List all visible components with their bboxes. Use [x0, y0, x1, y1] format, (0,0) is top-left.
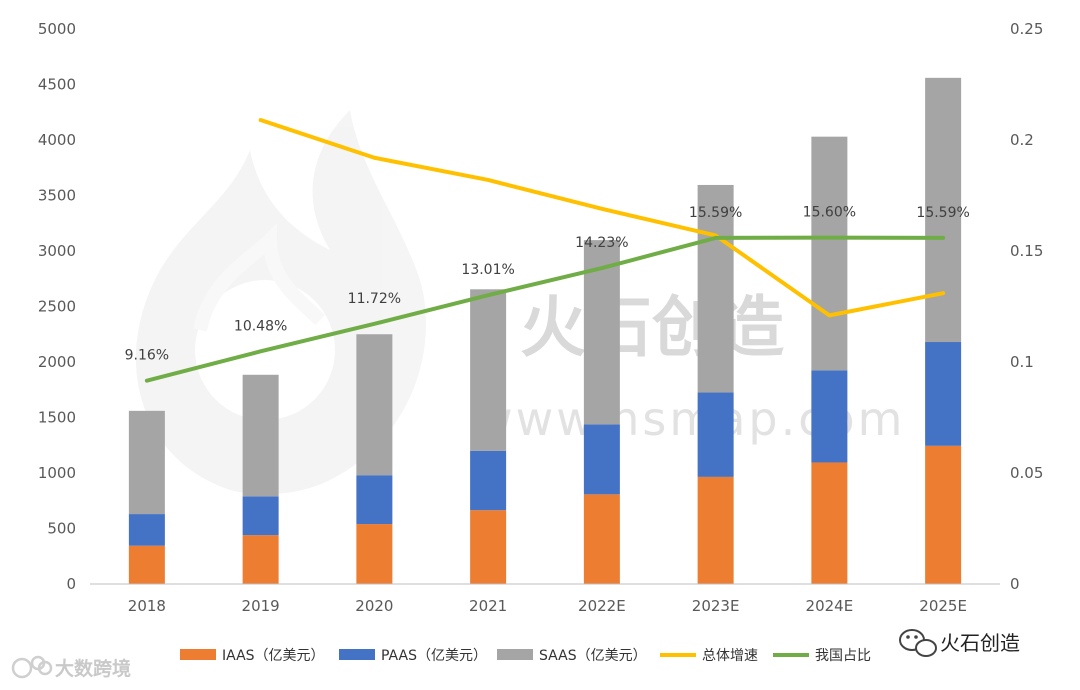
bar-segment: [356, 475, 393, 525]
corner-logo-right-text: 火石创造: [940, 631, 1020, 655]
x-tick-label: 2025E: [919, 597, 967, 615]
y-left-tick-label: 3500: [38, 187, 76, 205]
bar-segment: [242, 496, 279, 536]
data-label: 15.59%: [916, 205, 969, 221]
y-left-tick-label: 1500: [38, 409, 76, 427]
y-right-tick-label: 0.05: [1010, 464, 1043, 482]
bar-segment: [811, 136, 848, 371]
x-tick-label: 2022E: [578, 597, 626, 615]
bar-segment: [128, 410, 165, 515]
series-line: [144, 235, 946, 383]
bar-segment: [242, 535, 279, 584]
legend-label: 我国占比: [815, 648, 871, 664]
y-right-tick-label: 0.15: [1010, 242, 1043, 260]
bar-segment: [925, 445, 962, 584]
wechat-icon: [899, 629, 937, 657]
legend-swatch: [497, 649, 533, 660]
bar-segment: [697, 184, 734, 393]
x-tick-label: 2021: [469, 597, 507, 615]
y-left-tick-label: 500: [47, 520, 76, 538]
bar-segment: [356, 334, 393, 476]
bar-segment: [925, 342, 962, 446]
bar-segment: [697, 392, 734, 477]
x-tick-label: 2020: [355, 597, 393, 615]
corner-logo-right: 火石创造: [899, 629, 1020, 657]
bar-segment: [128, 514, 165, 546]
bar-segment: [583, 424, 620, 495]
legend-label: 总体增速: [702, 648, 758, 664]
legend: IAAS（亿美元） PAAS（亿美元） SAAS（亿美元） 总体增速 我国占比: [180, 648, 871, 664]
data-label: 15.59%: [689, 205, 742, 221]
x-tick-label: 2023E: [692, 597, 740, 615]
data-label: 9.16%: [125, 348, 169, 364]
legend-label: SAAS（亿美元）: [539, 648, 647, 664]
y-left-tick-label: 3000: [38, 242, 76, 260]
data-label: 13.01%: [461, 262, 514, 278]
bar-segment: [470, 289, 507, 451]
y-left-tick-label: 0: [66, 575, 76, 593]
y-left-tick-label: 2000: [38, 353, 76, 371]
bar-segment: [470, 450, 507, 511]
corner-logo-left: 大数跨境: [11, 655, 131, 680]
bar-segment: [470, 510, 507, 584]
y-left-tick-label: 4500: [38, 76, 76, 94]
data-label: 14.23%: [575, 235, 628, 251]
bar-segment: [356, 524, 393, 584]
lines-layer: [144, 118, 946, 383]
bar-segment: [811, 462, 848, 584]
legend-label: PAAS（亿美元）: [381, 648, 487, 664]
y-right-tick-label: 0.25: [1010, 20, 1043, 38]
bars-layer: [128, 77, 962, 584]
data-labels-layer: 9.16% 10.48% 11.72% 13.01% 14.23% 15.59% 15.60…: [125, 205, 970, 364]
y-left-tick-label: 4000: [38, 131, 76, 149]
legend-swatch: [180, 649, 216, 660]
x-tick-label: 2019: [242, 597, 280, 615]
corner-logo-left-text: 大数跨境: [55, 657, 131, 680]
y-right-tick-label: 0.2: [1010, 131, 1034, 149]
bar-segment: [811, 370, 848, 463]
x-tick-label: 2024E: [806, 597, 854, 615]
y-right-tick-label: 0: [1010, 575, 1020, 593]
bar-segment: [925, 77, 962, 343]
y-left-tick-label: 2500: [38, 298, 76, 316]
watermark-text: 火石创造: [520, 289, 784, 366]
y-right-tick-label: 0.1: [1010, 353, 1034, 371]
x-tick-label: 2018: [128, 597, 166, 615]
series-line: [258, 118, 946, 318]
bar-segment: [583, 494, 620, 584]
bar-segment: [128, 545, 165, 584]
axes-layer: 0 500 1000 1500 2000 2500 3000 3500 4000 4500 5000…: [38, 20, 1044, 615]
y-left-tick-label: 5000: [38, 20, 76, 38]
bar-segment: [242, 374, 279, 497]
kaola-icon: [11, 655, 53, 679]
legend-label: IAAS（亿美元）: [222, 648, 325, 664]
data-label: 11.72%: [348, 291, 401, 307]
data-label: 15.60%: [803, 205, 856, 221]
legend-swatch: [339, 649, 375, 660]
y-left-tick-label: 1000: [38, 464, 76, 482]
data-label: 10.48%: [234, 318, 287, 334]
bar-segment: [697, 476, 734, 584]
